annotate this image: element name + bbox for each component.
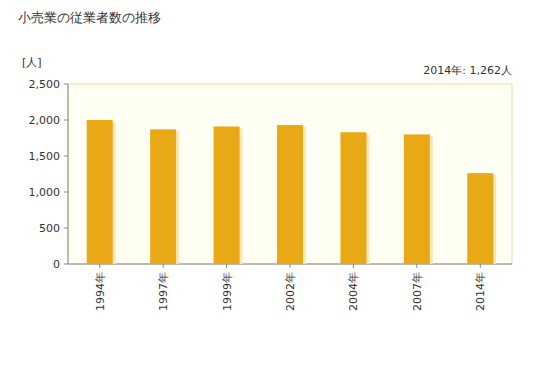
y-tick-label: 1,000	[29, 186, 61, 199]
x-tick	[290, 264, 291, 268]
y-tick	[64, 264, 68, 265]
x-tick-label: 2007年	[411, 272, 424, 311]
x-tick-label: 1999年	[221, 272, 234, 311]
y-tick	[64, 120, 68, 121]
y-tick	[64, 84, 68, 85]
annotation: 2014年: 1,262人	[423, 64, 512, 77]
y-tick	[64, 192, 68, 193]
bar	[404, 134, 430, 264]
y-tick-label: 2,000	[29, 114, 61, 127]
y-tick-label: 0	[53, 258, 60, 271]
y-tick-label: 2,500	[29, 78, 61, 91]
x-tick	[163, 264, 164, 268]
x-tick	[226, 264, 227, 268]
y-tick	[64, 156, 68, 157]
x-tick	[99, 264, 100, 268]
plot-area	[68, 84, 512, 264]
bar	[277, 125, 303, 264]
bar	[467, 173, 493, 264]
x-tick-label: 2014年	[474, 272, 487, 311]
bar	[150, 129, 176, 264]
chart: 小売業の従業者数の推移 [人] 2014年: 1,262人 0 500 1,000 1,50…	[0, 0, 560, 366]
y-axis	[68, 84, 69, 264]
bars	[87, 120, 497, 264]
bar	[87, 120, 113, 264]
y-tick	[64, 228, 68, 229]
bar	[214, 126, 240, 264]
y-tick-label: 1,500	[29, 150, 61, 163]
x-tick-label: 1994年	[94, 272, 107, 311]
x-tick-label: 1997年	[157, 272, 170, 311]
x-tick	[480, 264, 481, 268]
x-tick-label: 2002年	[284, 272, 297, 311]
bar	[340, 132, 366, 264]
title: 小売業の従業者数の推移	[18, 10, 161, 25]
y-axis-label: [人]	[22, 56, 42, 69]
y-tick-label: 500	[39, 222, 60, 235]
x-tick	[416, 264, 417, 268]
x-tick-label: 2004年	[347, 272, 360, 311]
x-tick	[353, 264, 354, 268]
